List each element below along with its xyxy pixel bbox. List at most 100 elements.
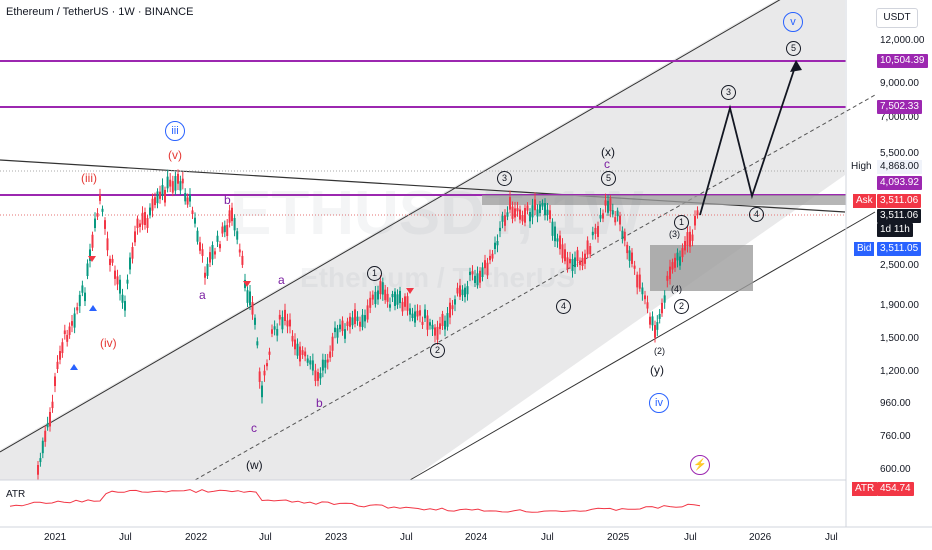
candle-body: [466, 286, 469, 295]
candle-body: [278, 314, 281, 320]
candle-body: [204, 272, 206, 278]
candle-body: [561, 244, 564, 259]
candle-body: [571, 258, 574, 271]
candle-body: [121, 294, 124, 303]
candle-body: [186, 197, 189, 205]
candle-body: [471, 271, 474, 275]
channel-fill: [0, 0, 845, 480]
candle-body: [291, 335, 294, 342]
candle-body: [419, 310, 421, 316]
candle-body: [266, 363, 268, 367]
currency-unit-button[interactable]: USDT: [876, 8, 918, 28]
candle-body: [317, 372, 319, 381]
candle-body: [321, 359, 324, 371]
candle-body: [54, 376, 56, 387]
candle-body: [261, 385, 263, 398]
candle-body: [191, 210, 194, 215]
candle-body: [156, 191, 159, 204]
candle-body: [131, 247, 134, 259]
candle-body: [351, 317, 354, 326]
candle-body: [564, 249, 566, 262]
candle-body: [174, 176, 177, 191]
candle-body: [694, 215, 696, 226]
candle-body: [614, 217, 617, 223]
candle-body: [144, 212, 146, 226]
candle-body: [214, 251, 216, 255]
candle-body: [268, 351, 271, 355]
candle-body: [319, 373, 322, 379]
wave-label-a2: a: [278, 273, 285, 287]
candle-body: [256, 341, 259, 346]
candle-body: [126, 279, 129, 284]
price-tick: 1,900.00: [880, 300, 919, 311]
candle-body: [379, 281, 382, 295]
candle-body: [289, 319, 291, 327]
candle-body: [421, 321, 424, 325]
candle-body: [111, 258, 114, 263]
candle-body: [301, 350, 304, 355]
level-7502-line: [0, 106, 846, 108]
candle-body: [219, 244, 221, 249]
candle-body: [106, 238, 109, 251]
atr-indicator-title[interactable]: ATR: [6, 489, 26, 500]
channel-upper-line: [0, 0, 781, 453]
support-zone: [650, 245, 753, 291]
candle-body: [611, 210, 614, 215]
candle-body: [479, 270, 481, 283]
candle-body: [299, 346, 301, 362]
candle-body: [409, 308, 411, 315]
candle-body: [429, 322, 431, 326]
candle-body: [281, 317, 284, 330]
symbol-title[interactable]: Ethereum / TetherUS · 1W · BINANCE: [6, 6, 194, 18]
watermark-name: Ethereum / TetherUS: [300, 262, 575, 293]
candle-body: [414, 311, 416, 323]
candle-body: [109, 258, 111, 266]
wave-label-x: (x): [601, 145, 615, 159]
candle-body: [349, 316, 351, 327]
candle-body: [541, 202, 544, 207]
wave-label-4: 4: [556, 299, 571, 314]
candle-body: [654, 325, 656, 338]
flash-icon[interactable]: ⚡: [690, 455, 710, 475]
candle-body: [171, 181, 174, 193]
candle-body: [623, 231, 626, 241]
candle-body: [306, 358, 309, 363]
candle-body: [689, 231, 691, 247]
candle-body: [359, 321, 361, 327]
candle-body: [233, 217, 236, 231]
candle-body: [631, 252, 633, 264]
candle-body: [61, 342, 64, 354]
wave-label-iv-red: (iv): [100, 336, 117, 350]
candle-body: [633, 265, 636, 269]
forecast-label-4: 4: [749, 207, 764, 222]
candle-body: [386, 293, 389, 302]
candle-body: [366, 305, 369, 320]
candle-body: [399, 290, 401, 304]
candle-body: [684, 241, 686, 251]
price-tick: 2,500.00: [880, 260, 919, 271]
candle-body: [263, 370, 266, 376]
candle-body: [394, 291, 396, 306]
candle-body: [309, 360, 312, 365]
wave-label-iii-blue: iii: [165, 121, 185, 141]
candle-body: [346, 321, 349, 327]
atr-value: 454.74: [877, 482, 914, 496]
candle-body: [434, 327, 436, 336]
wave-label-v-red: (v): [168, 148, 182, 162]
time-tick: 2026: [749, 532, 772, 543]
time-tick: 2022: [185, 532, 208, 543]
candle-body: [63, 330, 66, 335]
level-7502-label: 7,502.33: [877, 100, 922, 114]
candle-body: [559, 235, 561, 250]
watermark-ticker: ETHUSDT, 1W: [230, 179, 644, 248]
high-value: 4,868.00: [877, 160, 922, 174]
candle-body: [644, 295, 646, 300]
candle-body: [164, 189, 166, 203]
atr-tag: ATR: [852, 482, 878, 496]
candle-body: [609, 198, 612, 212]
ask-value: 3,511.06: [877, 194, 922, 208]
candle-body: [526, 205, 529, 211]
candle-body: [44, 430, 47, 442]
candle-body: [621, 230, 624, 240]
